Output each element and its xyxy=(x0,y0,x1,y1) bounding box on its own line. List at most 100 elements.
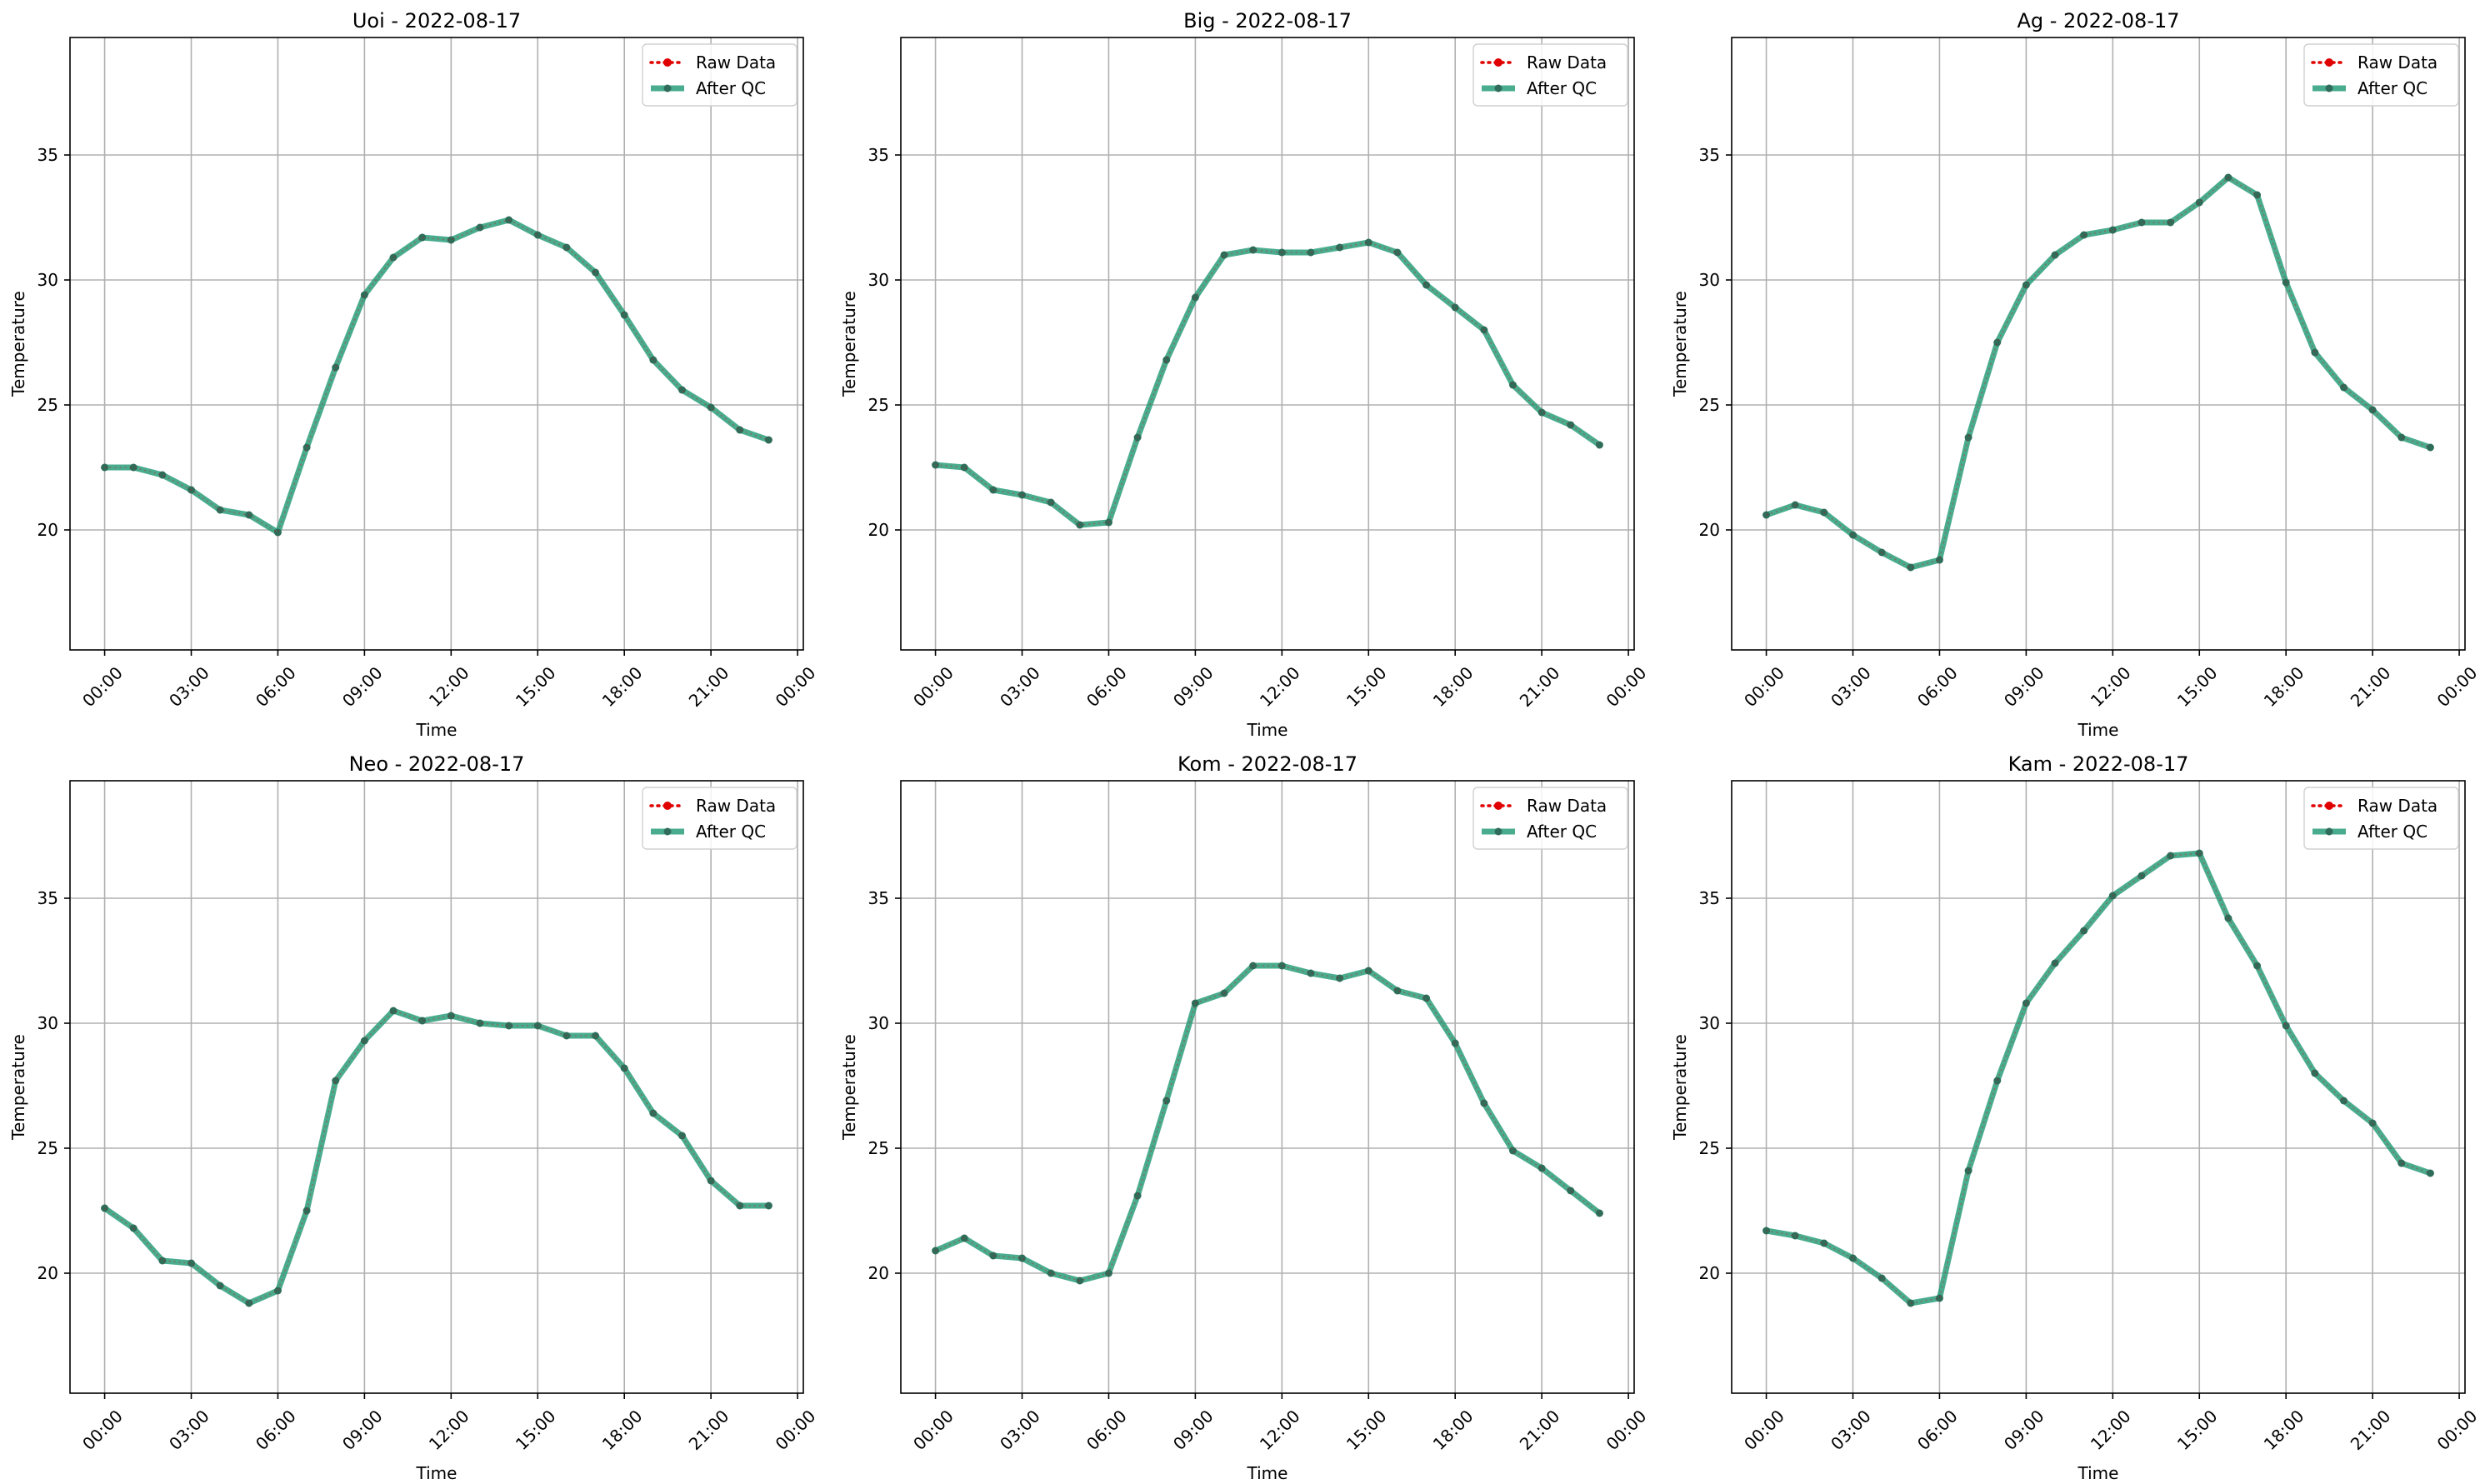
legend-qc-label: After QC xyxy=(696,822,766,842)
y-tick-label: 25 xyxy=(38,1138,58,1158)
after-qc-point xyxy=(1480,326,1488,334)
after-qc-point xyxy=(736,426,744,434)
after-qc-point xyxy=(1162,1097,1171,1105)
y-tick-label: 35 xyxy=(38,145,58,165)
after-qc-point xyxy=(989,486,998,494)
x-tick-label: 00:00 xyxy=(78,662,127,711)
after-qc-point xyxy=(1220,251,1228,259)
after-qc-point xyxy=(2426,443,2434,452)
x-tick-label: 03:00 xyxy=(165,1406,213,1454)
y-tick-label: 30 xyxy=(868,270,889,290)
panel-5: 20 25 30 35 00:00 03:00 06:00 09:00 12:00 15:00 18… xyxy=(839,752,1650,1483)
chart-title: Ag - 2022-08-17 xyxy=(2017,9,2179,32)
after-qc-point xyxy=(1451,303,1459,312)
x-axis-label: Time xyxy=(416,720,458,740)
legend-raw-marker xyxy=(663,802,672,810)
x-tick-label: 21:00 xyxy=(2347,662,2395,711)
series-raw-data-line xyxy=(104,1010,769,1304)
after-qc-point xyxy=(2195,849,2203,857)
y-axis-label: Temperature xyxy=(1670,1034,1690,1141)
plot-frame xyxy=(1731,37,2466,651)
after-qc-point xyxy=(302,443,311,452)
x-tick-label: 00:00 xyxy=(909,1406,958,1454)
after-qc-point xyxy=(1278,962,1286,970)
x-tick-label: 03:00 xyxy=(1827,662,1875,711)
legend-qc-label: After QC xyxy=(2358,822,2428,842)
y-tick-label: 35 xyxy=(868,145,889,165)
y-tick-label: 30 xyxy=(1699,1013,1720,1033)
x-tick-label: 00:00 xyxy=(772,662,820,711)
y-tick-label: 30 xyxy=(1699,270,1720,290)
after-qc-point xyxy=(1220,989,1228,997)
series-raw-data-line xyxy=(1766,852,2431,1304)
series-raw-data-line xyxy=(1766,177,2431,568)
panel-6: 20 25 30 35 00:00 03:00 06:00 09:00 12:00 15:00 18… xyxy=(1670,752,2481,1483)
after-qc-point xyxy=(2339,383,2348,392)
after-qc-point xyxy=(1162,356,1171,364)
after-qc-point xyxy=(1567,421,1575,429)
after-qc-point xyxy=(1820,1239,1828,1247)
legend: Raw Data After QC xyxy=(642,43,798,107)
series-after-qc-line xyxy=(934,962,1602,1284)
after-qc-point xyxy=(447,1012,455,1020)
after-qc-point xyxy=(2224,173,2232,182)
x-tick-label: 18:00 xyxy=(2260,662,2308,711)
grid xyxy=(70,37,803,650)
x-tick-label: 09:00 xyxy=(2000,1406,2048,1454)
after-qc-point xyxy=(216,1282,224,1290)
series-after-qc-line xyxy=(1765,850,2432,1307)
grid xyxy=(1732,781,2465,1393)
after-qc-point xyxy=(1538,408,1546,417)
legend-qc-marker xyxy=(1494,827,1502,836)
legend-qc-marker xyxy=(1494,84,1502,92)
after-qc-point xyxy=(1538,1164,1546,1172)
x-axis-label: Time xyxy=(1247,720,1288,740)
x-tick-label: 00:00 xyxy=(772,1406,820,1454)
after-qc-point xyxy=(476,1019,484,1027)
y-axis-label: Temperature xyxy=(1670,291,1690,397)
y-tick-label: 20 xyxy=(868,520,889,540)
after-qc-point xyxy=(360,1037,368,1045)
after-qc-point xyxy=(1364,238,1372,247)
y-tick-label: 20 xyxy=(38,1263,58,1283)
after-qc-point xyxy=(1018,1254,1027,1262)
after-qc-point xyxy=(1047,1269,1055,1277)
after-qc-point xyxy=(158,1257,167,1265)
panel-4: 20 25 30 35 00:00 03:00 06:00 09:00 12:00 15:00 18… xyxy=(8,752,819,1483)
after-qc-point xyxy=(678,386,686,394)
chart-title: Uoi - 2022-08-17 xyxy=(352,9,521,32)
legend: Raw Data After QC xyxy=(1472,787,1628,850)
after-qc-point xyxy=(245,1299,253,1307)
grid xyxy=(901,781,1634,1393)
after-qc-point xyxy=(476,223,484,232)
after-qc-point xyxy=(2138,872,2146,880)
x-tick-label: 09:00 xyxy=(1169,662,1218,711)
after-qc-point xyxy=(1964,433,1972,442)
grid xyxy=(1732,37,2465,650)
x-tick-label: 03:00 xyxy=(1827,1406,1875,1454)
after-qc-point xyxy=(678,1132,686,1140)
after-qc-point xyxy=(2080,927,2088,935)
after-qc-point xyxy=(707,403,715,412)
x-tick-label: 21:00 xyxy=(1516,662,1564,711)
x-tick-label: 09:00 xyxy=(338,1406,387,1454)
after-qc-point xyxy=(592,268,600,277)
after-qc-point xyxy=(2282,278,2290,287)
y-tick-label: 35 xyxy=(868,888,889,908)
x-tick-label: 15:00 xyxy=(2173,1406,2222,1454)
after-qc-point xyxy=(1567,1187,1575,1195)
after-qc-point xyxy=(1791,501,1799,509)
after-qc-point xyxy=(188,1259,196,1267)
after-qc-point xyxy=(2368,1119,2377,1127)
legend: Raw Data After QC xyxy=(1472,43,1628,107)
after-qc-point xyxy=(533,231,542,239)
y-tick-label: 20 xyxy=(868,1263,889,1283)
y-tick-label: 20 xyxy=(38,520,58,540)
after-qc-point xyxy=(1595,1209,1603,1217)
after-qc-point xyxy=(1878,548,1886,557)
x-tick-label: 00:00 xyxy=(909,662,958,711)
after-qc-point xyxy=(505,216,513,224)
after-qc-point xyxy=(960,1234,968,1242)
after-qc-point xyxy=(1076,1277,1084,1285)
x-tick-label: 18:00 xyxy=(2260,1406,2308,1454)
